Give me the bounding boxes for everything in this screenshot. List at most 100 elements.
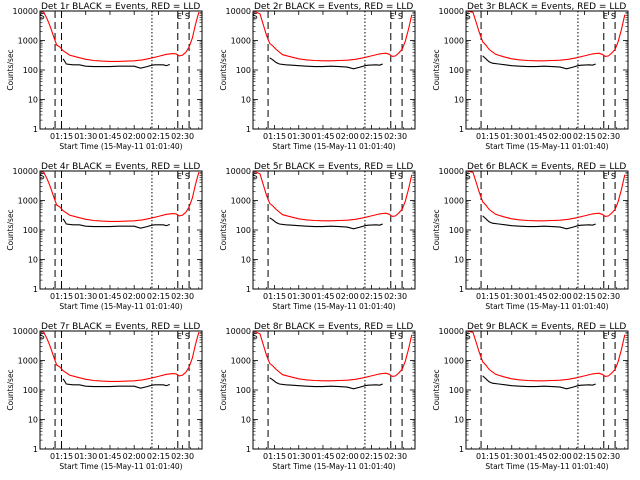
x-tick-label: 01:30 (287, 292, 310, 301)
x-tick-label: 02:30 (597, 292, 620, 301)
series-events-line (269, 377, 383, 390)
y-tick-label: 1 (33, 125, 38, 134)
y-tick-label: 10 (241, 416, 251, 425)
x-tick-label: 01:30 (74, 132, 97, 141)
series-events-line (62, 218, 170, 229)
x-tick-label: 01:45 (98, 132, 121, 141)
mode-marker-s: S (398, 12, 403, 21)
detector-panel-4: Det 4r BLACK = Events, RED = LLD 1 10 100 10… (0, 160, 213, 320)
mode-marker-e: E (177, 332, 182, 341)
y-tick-label: 1 (246, 125, 251, 134)
y-tick-label: 100 (23, 386, 38, 395)
detector-panel-7: Det 7r BLACK = Events, RED = LLD 1 10 100 10… (0, 320, 213, 480)
x-tick-label: 01:45 (524, 292, 547, 301)
x-tick-label: 01:15 (476, 292, 499, 301)
mode-marker-s: S (611, 332, 616, 341)
detector-panel-2: Det 2r BLACK = Events, RED = LLD 1 10 100 10… (213, 0, 426, 160)
x-tick-label: 01:15 (476, 132, 499, 141)
y-tick-label: 10 (241, 256, 251, 265)
mode-marker-e: E (603, 172, 608, 181)
x-tick-label: 02:00 (336, 132, 359, 141)
y-tick-label: 100 (449, 226, 464, 235)
x-tick-label: 01:45 (524, 452, 547, 461)
y-tick-label: 1 (33, 445, 38, 454)
y-tick-label: 1000 (231, 197, 251, 206)
y-axis-label: Counts/sec (432, 369, 441, 410)
y-tick-label: 100 (236, 226, 251, 235)
y-axis-label: Counts/sec (6, 209, 15, 250)
x-axis-label: Start Time (15-May-11 01:01:40) (485, 462, 608, 471)
detector-panel-1: Det 1r BLACK = Events, RED = LLD 1 10 100 10… (0, 0, 213, 160)
x-tick-label: 02:15 (360, 292, 383, 301)
mode-marker-s: S (40, 332, 45, 341)
panel-chart: Det 8r BLACK = Events, RED = LLD 1 10 100 10… (219, 322, 416, 471)
plot-area (40, 171, 200, 289)
plot-frame (252, 170, 416, 290)
plot-area (466, 11, 626, 129)
panel-title: Det 5r BLACK = Events, RED = LLD (254, 162, 413, 172)
x-tick-label: 02:15 (360, 132, 383, 141)
mode-marker-s: S (253, 172, 258, 181)
x-tick-label: 02:00 (123, 292, 146, 301)
y-tick-label: 10000 (13, 327, 38, 336)
mode-marker-e: E (177, 12, 182, 21)
x-tick-label: 02:30 (171, 452, 194, 461)
x-tick-label: 02:00 (336, 292, 359, 301)
x-axis-label: Start Time (15-May-11 01:01:40) (272, 462, 395, 471)
mode-marker-s: S (611, 172, 616, 181)
x-axis-label: Start Time (15-May-11 01:01:40) (59, 462, 182, 471)
mode-marker-e: E (603, 332, 608, 341)
y-tick-label: 10 (28, 96, 38, 105)
x-tick-label: 01:15 (263, 292, 286, 301)
y-tick-label: 10000 (13, 167, 38, 176)
series-lld-line (466, 331, 626, 382)
y-tick-label: 100 (23, 226, 38, 235)
y-tick-label: 1 (459, 285, 464, 294)
y-tick-label: 10 (454, 416, 464, 425)
y-tick-label: 10 (28, 256, 38, 265)
plot-area (40, 11, 200, 129)
panel-chart: Det 5r BLACK = Events, RED = LLD 1 10 100 10… (219, 162, 416, 311)
x-tick-label: 01:15 (50, 452, 73, 461)
y-tick-label: 10000 (226, 7, 251, 16)
x-tick-label: 02:30 (384, 292, 407, 301)
mode-marker-e: E (390, 172, 395, 181)
y-tick-label: 100 (236, 386, 251, 395)
mode-marker-s: S (253, 332, 258, 341)
x-axis-label: Start Time (15-May-11 01:01:40) (272, 302, 395, 311)
y-tick-label: 10 (454, 256, 464, 265)
series-lld-line (40, 11, 200, 62)
panel-chart: Det 3r BLACK = Events, RED = LLD 1 10 100 10… (432, 2, 629, 151)
x-tick-label: 02:15 (147, 292, 170, 301)
mode-marker-s: S (398, 172, 403, 181)
y-tick-label: 1000 (18, 37, 38, 46)
x-tick-label: 01:30 (500, 132, 523, 141)
x-tick-label: 02:30 (384, 132, 407, 141)
y-tick-label: 1000 (444, 37, 464, 46)
x-tick-label: 01:15 (50, 132, 73, 141)
x-tick-label: 01:30 (500, 452, 523, 461)
x-tick-label: 02:15 (573, 132, 596, 141)
panel-title: Det 6r BLACK = Events, RED = LLD (467, 162, 626, 172)
series-events-line (269, 57, 383, 70)
x-tick-label: 02:30 (597, 132, 620, 141)
x-tick-label: 02:30 (384, 452, 407, 461)
x-axis-label: Start Time (15-May-11 01:01:40) (59, 142, 182, 151)
x-tick-label: 01:15 (476, 452, 499, 461)
series-lld-line (40, 171, 200, 222)
panel-chart: Det 4r BLACK = Events, RED = LLD 1 10 100 10… (6, 162, 203, 311)
y-tick-label: 100 (449, 66, 464, 75)
y-tick-label: 10000 (439, 167, 464, 176)
x-tick-label: 01:30 (500, 292, 523, 301)
x-tick-label: 02:00 (123, 452, 146, 461)
mode-marker-s: S (611, 12, 616, 21)
y-tick-label: 100 (449, 386, 464, 395)
detector-panel-3: Det 3r BLACK = Events, RED = LLD 1 10 100 10… (426, 0, 639, 160)
mode-marker-e: E (390, 12, 395, 21)
panel-title: Det 3r BLACK = Events, RED = LLD (467, 2, 626, 12)
detector-panel-8: Det 8r BLACK = Events, RED = LLD 1 10 100 10… (213, 320, 426, 480)
x-axis-label: Start Time (15-May-11 01:01:40) (485, 142, 608, 151)
series-lld-line (253, 171, 413, 222)
detector-panel-5: Det 5r BLACK = Events, RED = LLD 1 10 100 10… (213, 160, 426, 320)
y-tick-label: 10000 (439, 7, 464, 16)
